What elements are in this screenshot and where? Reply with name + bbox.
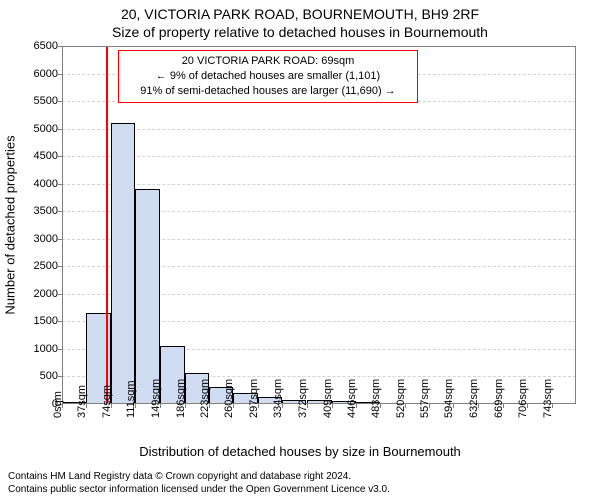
plot-area: 20 VICTORIA PARK ROAD: 69sqm← 9% of deta…	[62, 46, 576, 404]
chart-title-main: 20, VICTORIA PARK ROAD, BOURNEMOUTH, BH9…	[0, 6, 600, 22]
x-axis-label: Distribution of detached houses by size …	[0, 444, 600, 459]
y-tick	[58, 211, 62, 212]
property-marker-line	[106, 46, 108, 404]
footer-attribution: Contains HM Land Registry data © Crown c…	[8, 471, 390, 496]
y-tick	[58, 184, 62, 185]
y-tick-label: 2500	[18, 260, 58, 272]
y-tick-label: 5500	[18, 95, 58, 107]
footer-line2: Contains public sector information licen…	[8, 484, 390, 497]
y-tick	[58, 101, 62, 102]
property-callout: 20 VICTORIA PARK ROAD: 69sqm← 9% of deta…	[118, 50, 418, 103]
y-tick-label: 3000	[18, 233, 58, 245]
y-tick-label: 1500	[18, 315, 58, 327]
y-tick-label: 3500	[18, 205, 58, 217]
gridline	[62, 129, 576, 130]
y-tick-label: 6500	[18, 40, 58, 52]
y-tick-label: 2000	[18, 288, 58, 300]
gridline	[62, 156, 576, 157]
y-tick-label: 4000	[18, 178, 58, 190]
y-tick	[58, 349, 62, 350]
y-tick	[58, 74, 62, 75]
histogram-bar	[135, 189, 159, 404]
y-tick-label: 500	[18, 370, 58, 382]
y-tick	[58, 46, 62, 47]
y-tick	[58, 294, 62, 295]
y-tick	[58, 156, 62, 157]
y-tick-label: 4500	[18, 150, 58, 162]
callout-line1: 20 VICTORIA PARK ROAD: 69sqm	[125, 54, 411, 69]
y-tick-label: 6000	[18, 68, 58, 80]
callout-line3: 91% of semi-detached houses are larger (…	[125, 84, 411, 99]
footer-line1: Contains HM Land Registry data © Crown c…	[8, 471, 390, 484]
callout-line2: ← 9% of detached houses are smaller (1,1…	[125, 69, 411, 84]
y-tick	[58, 376, 62, 377]
y-tick-label: 5000	[18, 123, 58, 135]
histogram-bar	[111, 123, 135, 404]
y-tick-label: 1000	[18, 343, 58, 355]
chart-title-sub: Size of property relative to detached ho…	[0, 24, 600, 40]
y-tick	[58, 266, 62, 267]
y-tick	[58, 321, 62, 322]
y-tick	[58, 239, 62, 240]
y-tick	[58, 129, 62, 130]
y-axis-label: Number of detached properties	[3, 135, 18, 314]
chart-container: 20, VICTORIA PARK ROAD, BOURNEMOUTH, BH9…	[0, 0, 600, 500]
gridline	[62, 184, 576, 185]
